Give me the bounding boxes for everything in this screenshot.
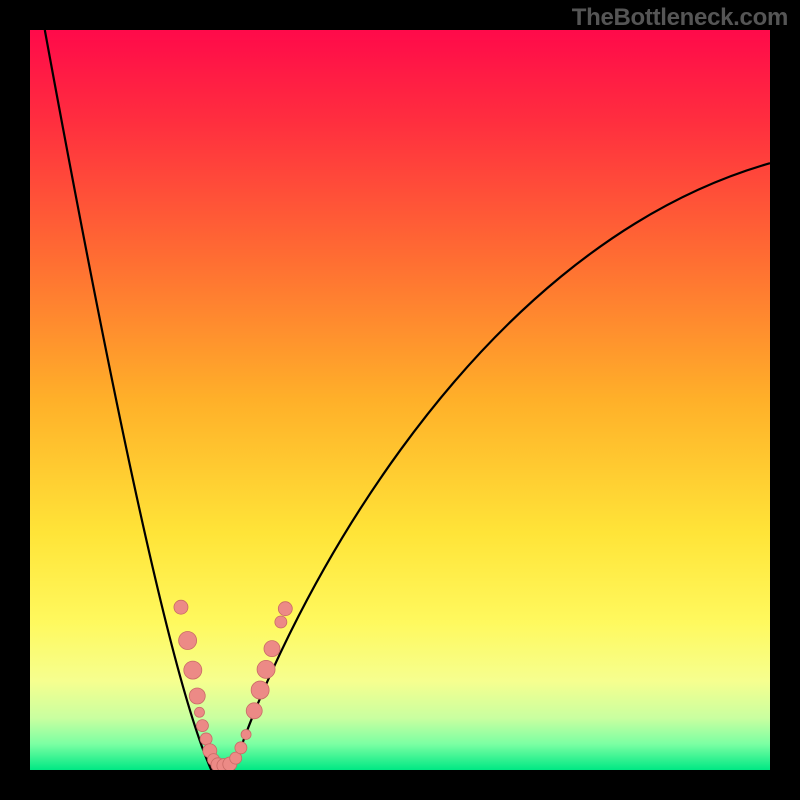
data-marker	[257, 660, 275, 678]
data-marker	[241, 729, 251, 739]
data-marker	[235, 742, 247, 754]
data-marker	[278, 602, 292, 616]
data-marker	[174, 600, 188, 614]
bottleneck-chart	[0, 0, 800, 800]
data-marker	[246, 703, 262, 719]
data-marker	[275, 616, 287, 628]
data-marker	[196, 720, 208, 732]
data-marker	[189, 688, 205, 704]
data-marker	[194, 707, 204, 717]
data-marker	[184, 661, 202, 679]
data-marker	[264, 641, 280, 657]
chart-container: TheBottleneck.com	[0, 0, 800, 800]
plot-background	[30, 30, 770, 770]
data-marker	[179, 632, 197, 650]
watermark-text: TheBottleneck.com	[572, 4, 788, 32]
data-marker	[251, 681, 269, 699]
data-marker	[200, 733, 212, 745]
